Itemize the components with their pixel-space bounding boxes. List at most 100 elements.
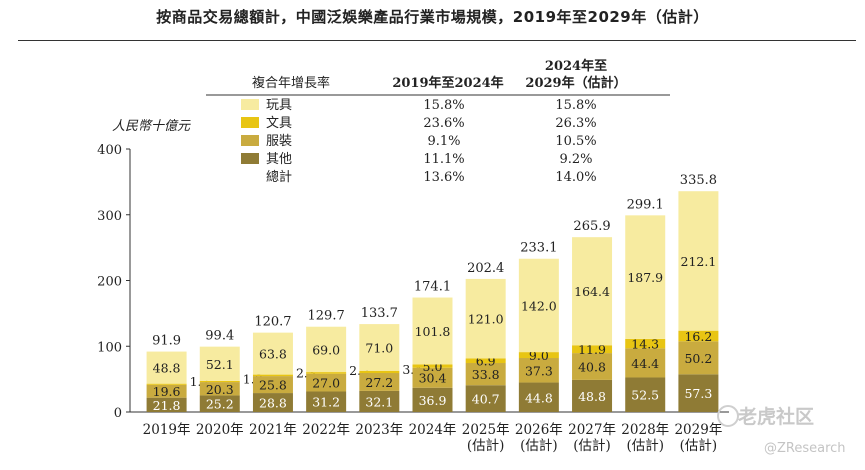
bar-value-label: 11.9 bbox=[578, 342, 606, 357]
watermark-icon bbox=[717, 405, 739, 427]
bar-total-label: 120.7 bbox=[254, 315, 291, 330]
bar-segment-4 bbox=[306, 326, 347, 373]
x-tick-label: 2020年 bbox=[196, 422, 244, 438]
legend-cagr-2024-2029: 26.3% bbox=[555, 116, 596, 131]
bar-value-label: 50.2 bbox=[684, 351, 712, 366]
bar-segment-1 bbox=[678, 374, 719, 412]
bar-value-label: 40.8 bbox=[578, 360, 606, 375]
x-tick-label: (估計) bbox=[680, 438, 718, 454]
bar-segment-2 bbox=[465, 363, 506, 386]
bar-series: 21.819.61.748.891.92019年25.220.31.852.19… bbox=[143, 173, 723, 454]
bar-segment-4 bbox=[572, 237, 613, 346]
bar-segment-2 bbox=[518, 358, 559, 383]
legend-header-period2: 2029年（估計） bbox=[525, 75, 626, 91]
bar-value-label: 16.2 bbox=[684, 329, 712, 344]
x-tick-label: 2025年 bbox=[462, 422, 510, 438]
bar-segment-1 bbox=[146, 397, 187, 412]
bar-value-label: 63.8 bbox=[259, 347, 287, 362]
y-axis-label: 人民幣十億元 bbox=[112, 119, 191, 134]
y-tick-label: 200 bbox=[97, 275, 122, 290]
x-tick-label: 2028年 bbox=[621, 422, 669, 438]
bar-segment-2 bbox=[252, 376, 293, 394]
legend-series-name: 服裝 bbox=[266, 134, 292, 149]
bar-value-label: 40.7 bbox=[472, 392, 500, 407]
legend-cagr-2024-2029: 10.5% bbox=[555, 134, 596, 149]
bar-segment-2 bbox=[572, 353, 613, 380]
bar-segment-2 bbox=[146, 384, 187, 398]
bar-segment-2 bbox=[199, 382, 240, 396]
x-tick-label: 2029年 bbox=[674, 422, 722, 438]
bar-value-label: 212.1 bbox=[681, 254, 717, 269]
bar-segment-3 bbox=[146, 383, 187, 385]
bar-segment-4 bbox=[465, 278, 506, 359]
bar-segment-3 bbox=[625, 338, 666, 349]
bar-segment-4 bbox=[412, 297, 453, 365]
bar-segment-3 bbox=[518, 352, 559, 359]
bar-segment-3 bbox=[252, 374, 293, 377]
y-tick-label: 100 bbox=[97, 340, 122, 355]
bar-value-label: 21.8 bbox=[153, 398, 181, 413]
bar-value-label: 28.8 bbox=[259, 396, 287, 411]
legend-cagr-2019-2024: 15.8% bbox=[423, 98, 464, 113]
bar-segment-3 bbox=[412, 364, 453, 368]
y-tick-label: 300 bbox=[97, 209, 122, 224]
bar-value-label: 27.2 bbox=[365, 375, 393, 390]
bar-value-label: 25.8 bbox=[259, 378, 287, 393]
bar-segment-4 bbox=[359, 324, 400, 371]
bar-segment-4 bbox=[252, 332, 293, 375]
legend-cagr-2024-2029: 14.0% bbox=[555, 170, 596, 185]
bar-total-label: 91.9 bbox=[152, 334, 181, 349]
bar-total-label: 233.1 bbox=[520, 241, 557, 256]
title-divider bbox=[18, 40, 856, 41]
bar-segment-3 bbox=[678, 330, 719, 342]
x-tick-label: 2026年 bbox=[515, 422, 563, 438]
bar-value-label: 164.4 bbox=[574, 284, 610, 299]
bar-total-label: 335.8 bbox=[680, 173, 717, 188]
bar-segment-1 bbox=[465, 385, 506, 412]
bar-value-label: 142.0 bbox=[521, 298, 557, 313]
bar-segment-4 bbox=[678, 191, 719, 331]
legend-header-period2: 2024年至 bbox=[545, 58, 607, 74]
legend-swatch bbox=[241, 99, 259, 110]
watermark-brand: 老虎社区 bbox=[738, 406, 815, 428]
x-tick-label: 2019年 bbox=[143, 422, 191, 438]
bar-segment-1 bbox=[625, 377, 666, 412]
bar-value-label: 71.0 bbox=[365, 340, 393, 355]
bar-value-label: 32.1 bbox=[365, 394, 393, 409]
bar-value-label: 14.3 bbox=[631, 337, 659, 352]
bar-segment-2 bbox=[359, 373, 400, 391]
bar-value-label: 121.0 bbox=[468, 312, 504, 327]
bar-total-label: 265.9 bbox=[573, 219, 610, 234]
x-tick-label: (估計) bbox=[520, 438, 558, 454]
bar-value-label: 37.3 bbox=[525, 363, 553, 378]
bar-segment-3 bbox=[465, 358, 506, 364]
legend-swatch bbox=[241, 117, 259, 128]
bar-segment-1 bbox=[412, 387, 453, 412]
legend-series-name: 其他 bbox=[266, 152, 292, 167]
bar-segment-1 bbox=[199, 395, 240, 412]
bar-total-label: 174.1 bbox=[414, 280, 451, 295]
bar-total-label: 299.1 bbox=[627, 197, 664, 212]
bar-segment-4 bbox=[199, 346, 240, 381]
bar-segment-1 bbox=[306, 391, 347, 412]
legend-cagr-2019-2024: 13.6% bbox=[423, 170, 464, 185]
legend-header-label: 複合年增長率 bbox=[252, 75, 330, 91]
x-tick-label: 2024年 bbox=[409, 422, 457, 438]
x-tick-label: (估計) bbox=[467, 438, 505, 454]
legend-series-name: 總計 bbox=[266, 169, 292, 185]
bar-total-label: 202.4 bbox=[467, 261, 504, 276]
bar-value-label: 31.2 bbox=[312, 395, 340, 410]
x-tick-label: (估計) bbox=[626, 438, 664, 454]
bar-value-label: 44.8 bbox=[525, 390, 553, 405]
bar-value-label: 187.9 bbox=[627, 270, 663, 285]
x-tick-label: 2021年 bbox=[249, 422, 297, 438]
bar-value-label: 36.9 bbox=[419, 393, 447, 408]
legend-header-period1: 2019年至2024年 bbox=[392, 75, 503, 91]
x-tick-label: 2023年 bbox=[355, 422, 403, 438]
bar-segment-3 bbox=[199, 380, 240, 383]
bar-value-label: 52.5 bbox=[631, 388, 659, 403]
x-tick-label: (估計) bbox=[573, 438, 611, 454]
legend-cagr-2019-2024: 11.1% bbox=[423, 152, 464, 167]
